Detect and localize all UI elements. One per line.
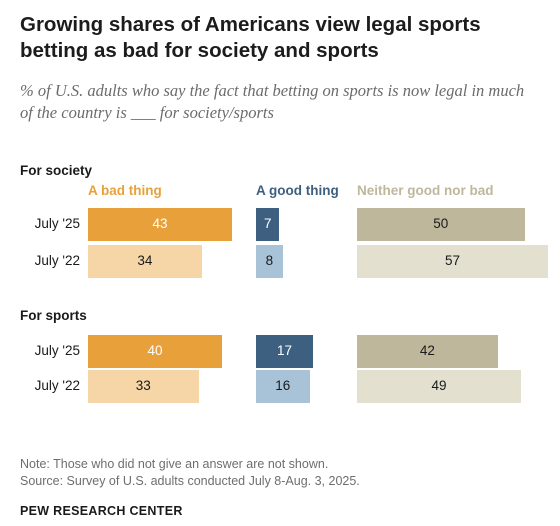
bar-value-label: 33 — [135, 378, 151, 393]
column-header-a-bad-thing: A bad thing — [88, 183, 162, 198]
bar-neither-good-nor-bad — [357, 370, 522, 403]
row-label: July '22 — [34, 378, 80, 393]
group-label-for-sports: For sports — [20, 308, 87, 323]
bar-value-label: 42 — [419, 343, 435, 358]
row-label: July '25 — [34, 343, 80, 358]
brand-logo-text: PEW RESEARCH CENTER — [20, 504, 183, 518]
row-label: July '22 — [34, 253, 80, 268]
bar-value-label: 49 — [431, 378, 447, 393]
bar-value-label: 50 — [433, 216, 449, 231]
group-label-for-society: For society — [20, 163, 93, 178]
bar-a-bad-thing — [88, 245, 202, 278]
bar-neither-good-nor-bad — [357, 245, 548, 278]
chart-subtitle: % of U.S. adults who say the fact that b… — [20, 81, 525, 122]
bar-a-bad-thing — [88, 208, 233, 241]
bar-value-label: 17 — [276, 343, 292, 358]
bar-neither-good-nor-bad — [357, 335, 498, 368]
column-header-neither-good-nor-bad: Neither good nor bad — [357, 183, 494, 198]
row-label: July '25 — [34, 216, 80, 231]
bar-a-good-thing — [256, 335, 313, 368]
chart-title: Growing shares of Americans view legal s… — [20, 13, 481, 62]
bar-value-label: 43 — [152, 216, 168, 231]
bar-neither-good-nor-bad — [357, 208, 525, 241]
bar-value-label: 7 — [263, 216, 272, 231]
bar-a-good-thing — [256, 208, 280, 241]
bar-a-bad-thing — [88, 370, 199, 403]
bar-a-good-thing — [256, 245, 283, 278]
bar-a-good-thing — [256, 370, 310, 403]
bar-value-label: 16 — [275, 378, 291, 393]
source-text: Source: Survey of U.S. adults conducted … — [20, 474, 360, 488]
bar-value-label: 57 — [444, 253, 460, 268]
bar-a-bad-thing — [88, 335, 222, 368]
bar-value-label: 8 — [265, 253, 274, 268]
bar-value-label: 40 — [147, 343, 163, 358]
note-text: Note: Those who did not give an answer a… — [20, 457, 329, 471]
column-header-a-good-thing: A good thing — [256, 183, 339, 198]
bar-value-label: 34 — [137, 253, 153, 268]
